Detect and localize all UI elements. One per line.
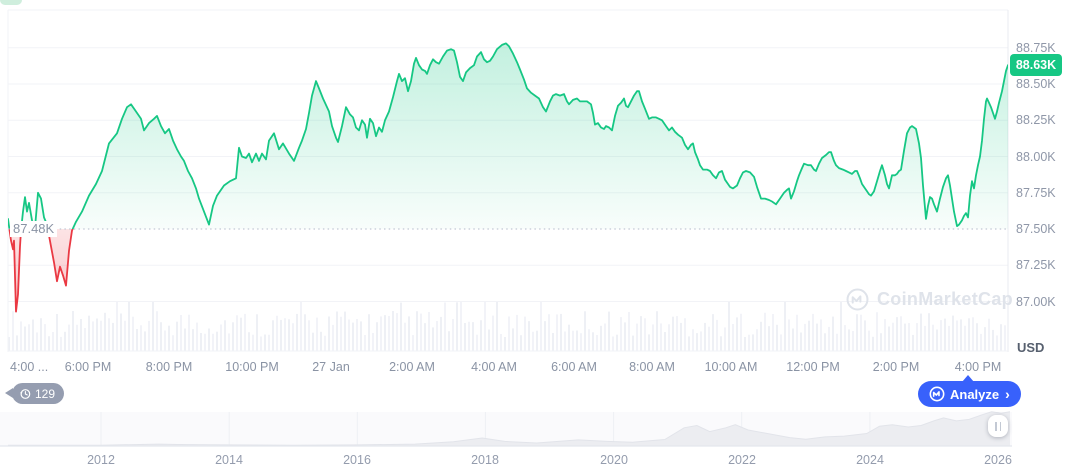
top-left-artifact [0, 0, 22, 5]
navigator-year-label: 2024 [856, 453, 884, 467]
price-axis-label: 87.25K [1016, 258, 1056, 272]
analyze-label: Analyze [950, 386, 1000, 402]
analyze-button-tail [962, 375, 974, 382]
price-axis-label: 88.75K [1016, 41, 1056, 55]
coinmarketcap-watermark: CoinMarketCap [846, 288, 1013, 311]
time-axis-label: 2:00 PM [872, 360, 920, 374]
coinmarketcap-logo-icon [846, 288, 869, 311]
price-axis-label: 87.75K [1016, 186, 1056, 200]
time-axis-label: 8:00 AM [629, 360, 675, 374]
time-axis-label: 6:00 PM [64, 360, 112, 374]
time-axis-label: 2:00 AM [389, 360, 435, 374]
time-axis-label: 12:00 PM [786, 360, 840, 374]
price-axis-label: 88.00K [1016, 150, 1056, 164]
navigator-year-label: 2016 [343, 453, 371, 467]
analyze-button[interactable]: Analyze › [918, 381, 1021, 407]
time-axis-label: 4:00 PM [954, 360, 1002, 374]
time-axis-label: 8:00 PM [145, 360, 193, 374]
time-axis-label: 4:00 AM [471, 360, 517, 374]
reference-price-label: 87.48K [10, 221, 58, 237]
time-axis-label: 27 Jan [312, 360, 350, 374]
price-axis-label: 87.50K [1016, 222, 1056, 236]
price-axis-label: 87.00K [1016, 295, 1056, 309]
price-axis-label: 88.25K [1016, 113, 1056, 127]
watermark-text: CoinMarketCap [877, 289, 1013, 309]
navigator-year-label: 2012 [87, 453, 115, 467]
history-count: 129 [35, 386, 56, 401]
navigator-year-label: 2020 [600, 453, 628, 467]
coinmarketcap-logo-icon [929, 386, 945, 402]
navigator-year-label: 2018 [471, 453, 499, 467]
price-axis-label: 88.50K [1016, 77, 1056, 91]
currency-label: USD [1017, 340, 1045, 355]
current-price-badge: 88.63K [1010, 54, 1062, 76]
time-axis-label: 6:00 AM [551, 360, 597, 374]
navigator-year-label: 2026 [984, 453, 1012, 467]
navigator-year-label: 2014 [215, 453, 243, 467]
time-axis-label: 10:00 PM [225, 360, 279, 374]
chevron-right-icon: › [1005, 386, 1010, 402]
time-axis-label: 10:00 AM [704, 360, 758, 374]
history-clock-icon [19, 388, 31, 400]
time-axis-label: 4:00 ... [10, 360, 49, 374]
history-badge[interactable]: 129 [12, 383, 65, 404]
history-badge-tail [5, 388, 13, 398]
navigator-year-label: 2022 [728, 453, 756, 467]
navigator-handle[interactable] [988, 415, 1008, 437]
